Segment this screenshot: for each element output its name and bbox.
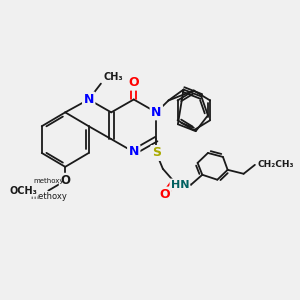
Text: CH₃: CH₃ (104, 72, 123, 82)
Text: N: N (83, 93, 94, 106)
Text: HN: HN (171, 180, 189, 190)
Text: methoxy: methoxy (33, 178, 64, 184)
Text: N: N (151, 106, 161, 119)
Text: OCH₃: OCH₃ (9, 186, 37, 196)
Text: N: N (129, 146, 139, 158)
Text: S: S (152, 146, 161, 160)
Text: CH₂CH₃: CH₂CH₃ (258, 160, 294, 169)
Text: O: O (128, 76, 139, 89)
Text: methoxy: methoxy (30, 192, 67, 201)
Text: O: O (159, 188, 170, 201)
Text: O: O (60, 174, 70, 187)
